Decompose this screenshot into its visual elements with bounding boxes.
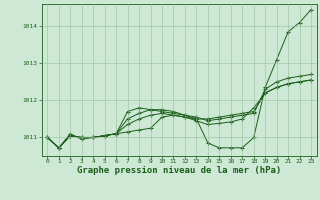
X-axis label: Graphe pression niveau de la mer (hPa): Graphe pression niveau de la mer (hPa): [77, 166, 281, 175]
